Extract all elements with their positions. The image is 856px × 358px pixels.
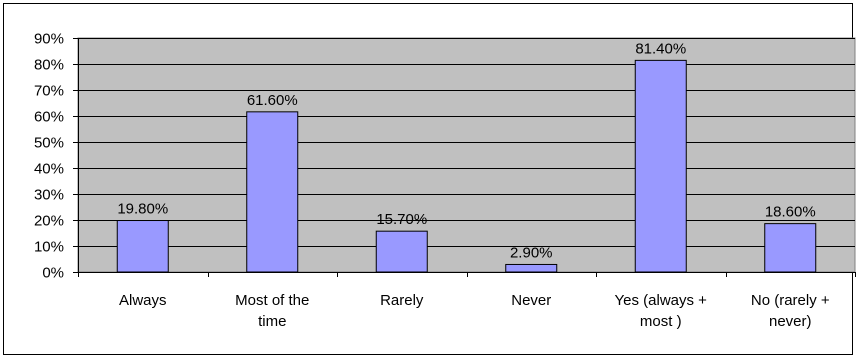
bars xyxy=(116,59,817,273)
plot-area xyxy=(77,37,856,273)
category-label: time xyxy=(258,313,286,330)
category-label: No (rarely + xyxy=(751,292,830,309)
data-label: 2.90% xyxy=(510,244,553,261)
y-tick-label: 90% xyxy=(34,31,64,48)
category-label: Rarely xyxy=(380,292,424,309)
y-tick-label: 70% xyxy=(34,83,64,100)
category-labels: Always Most of the time Rarely Never Yes (alw… xyxy=(119,292,830,330)
data-label: 15.70% xyxy=(376,211,427,228)
y-tick-label: 20% xyxy=(34,213,64,230)
bar xyxy=(505,263,558,273)
data-labels: 19.80% 61.60% 15.70% 2.90% 81.40% 18.60% xyxy=(117,40,815,261)
y-tick-label: 10% xyxy=(34,239,64,256)
data-label: 18.60% xyxy=(765,204,816,221)
y-tick-label: 30% xyxy=(34,187,64,204)
category-label: Always xyxy=(119,292,167,309)
data-label: 61.60% xyxy=(247,92,298,109)
bar xyxy=(634,59,687,273)
category-label: Never xyxy=(511,292,551,309)
category-label: Yes (always + xyxy=(615,292,708,309)
bar xyxy=(246,111,299,273)
y-tick-label: 40% xyxy=(34,161,64,178)
y-tick-label: 0% xyxy=(42,265,64,282)
x-axis xyxy=(78,272,856,277)
gridlines xyxy=(78,38,855,247)
y-tick-label: 50% xyxy=(34,135,64,152)
category-label: most ) xyxy=(640,313,682,330)
bar xyxy=(116,220,169,273)
category-label: Most of the xyxy=(235,292,309,309)
y-axis: 0% 10% 20% 30% 40% 50% 60% 70% 80% 90% xyxy=(34,31,79,282)
y-tick-label: 60% xyxy=(34,109,64,126)
data-label: 81.40% xyxy=(635,40,686,57)
bar xyxy=(764,223,817,273)
data-label: 19.80% xyxy=(117,201,168,218)
bar xyxy=(375,230,428,273)
y-tick-label: 80% xyxy=(34,57,64,74)
category-label: never) xyxy=(769,313,812,330)
